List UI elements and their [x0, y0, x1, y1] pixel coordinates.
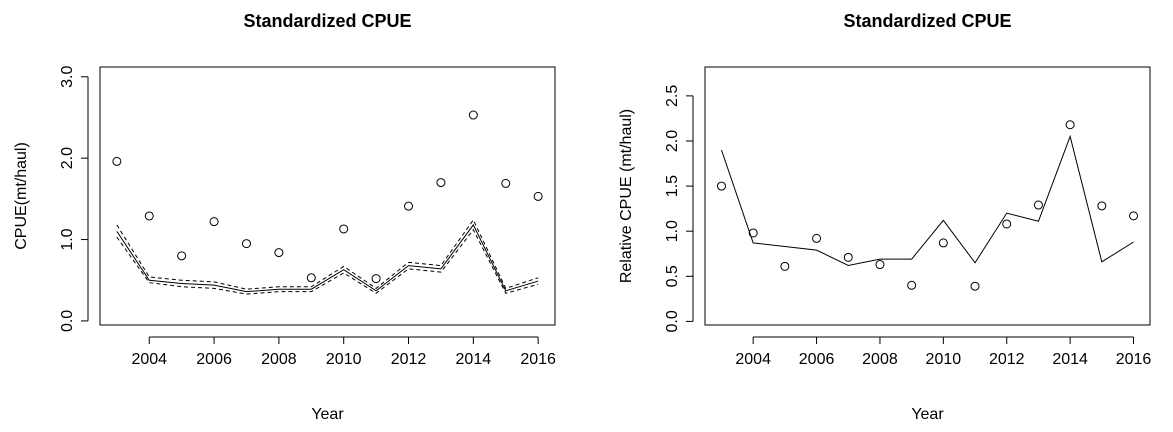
chart-title: Standardized CPUE: [843, 11, 1011, 31]
x-tick-label: 2006: [196, 351, 232, 368]
x-tick-label: 2008: [862, 351, 898, 368]
y-tick-label: 0.0: [59, 310, 76, 332]
x-tick-label: 2016: [520, 351, 556, 368]
y-tick-label: 3.0: [59, 66, 76, 88]
x-axis-label: Year: [311, 406, 344, 423]
data-point: [716, 181, 726, 191]
y-tick-label: 2.0: [664, 130, 681, 152]
data-point: [907, 280, 917, 290]
x-tick-label: 2006: [799, 351, 835, 368]
y-tick-label: 2.0: [59, 147, 76, 169]
x-tick-label: 2004: [131, 351, 167, 368]
data-point: [875, 260, 885, 270]
data-point: [970, 281, 980, 291]
x-tick-label: 2014: [456, 351, 492, 368]
data-point: [843, 252, 853, 262]
x-tick-label: 2012: [989, 351, 1025, 368]
series-line: [116, 223, 539, 293]
data-point: [436, 178, 446, 188]
chart-title: Standardized CPUE: [243, 11, 411, 31]
data-point: [468, 110, 478, 120]
data-point: [780, 261, 790, 271]
y-tick-label: 2.5: [664, 85, 681, 107]
data-point: [1002, 219, 1012, 229]
data-point: [177, 251, 187, 261]
plot-frame: [99, 66, 556, 326]
data-point: [533, 191, 543, 201]
y-tick-label: 1.0: [664, 220, 681, 242]
series-line: [116, 219, 539, 290]
data-point: [241, 239, 251, 249]
x-tick-label: 2008: [261, 351, 297, 368]
data-point: [209, 217, 219, 227]
y-axis-label: Relative CPUE (mt/haul): [618, 109, 635, 283]
y-axis-label: CPUE(mt/haul): [13, 142, 30, 250]
x-axis-label: Year: [911, 406, 944, 423]
data-point: [1065, 120, 1075, 130]
data-point: [404, 201, 414, 211]
data-point: [306, 273, 316, 283]
x-tick-label: 2014: [1052, 351, 1088, 368]
data-point: [1097, 201, 1107, 211]
y-tick-label: 1.0: [59, 228, 76, 250]
y-tick-label: 0.5: [664, 265, 681, 287]
data-point: [1129, 211, 1139, 221]
series-line: [116, 228, 539, 295]
x-tick-label: 2016: [1116, 351, 1152, 368]
x-tick-label: 2010: [926, 351, 962, 368]
data-point: [339, 224, 349, 234]
data-point: [748, 228, 758, 238]
y-tick-label: 1.5: [664, 175, 681, 197]
data-point: [112, 156, 122, 166]
x-tick-label: 2010: [326, 351, 362, 368]
data-point: [371, 274, 381, 284]
series-line: [721, 134, 1134, 266]
x-tick-label: 2012: [391, 351, 427, 368]
data-point: [501, 178, 511, 188]
data-point: [144, 211, 154, 221]
data-point: [812, 233, 822, 243]
data-point: [274, 248, 284, 258]
y-tick-label: 0.0: [664, 310, 681, 332]
x-tick-label: 2004: [735, 351, 771, 368]
data-point: [938, 238, 948, 248]
plot-frame: [704, 66, 1151, 326]
data-point: [1033, 200, 1043, 210]
